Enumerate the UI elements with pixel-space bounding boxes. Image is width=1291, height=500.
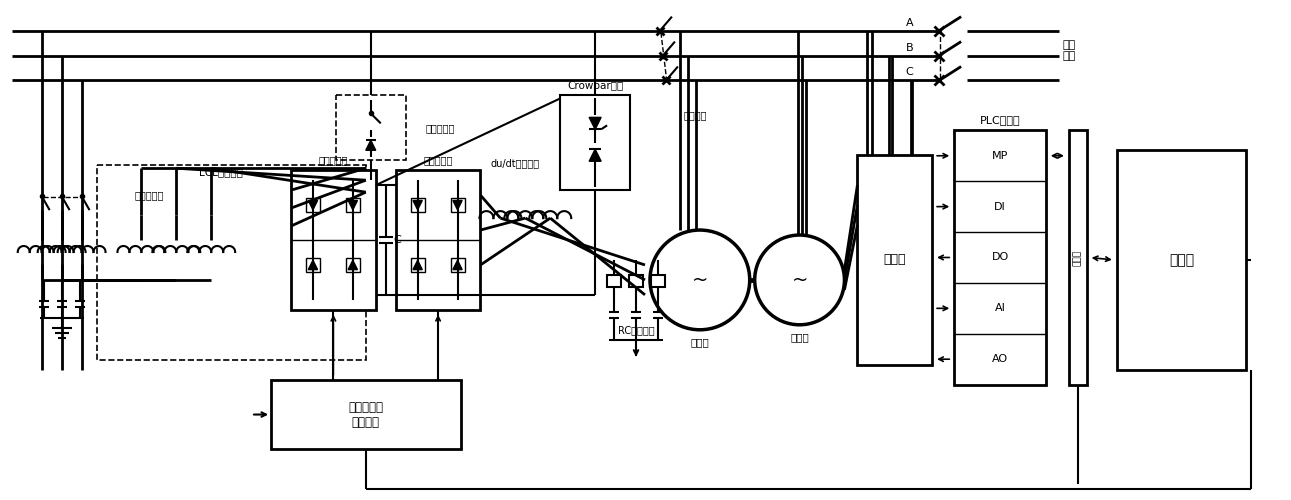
Text: 上位机: 上位机 xyxy=(1168,253,1194,267)
Bar xyxy=(607,275,621,287)
Text: AI: AI xyxy=(994,304,1006,314)
Bar xyxy=(271,380,461,450)
Text: 网侧接触器: 网侧接触器 xyxy=(134,190,164,200)
Bar xyxy=(954,130,1046,384)
Bar xyxy=(629,275,643,287)
Text: 以太网: 以太网 xyxy=(1073,250,1082,266)
Polygon shape xyxy=(309,260,318,270)
Bar xyxy=(857,156,932,364)
Text: DI: DI xyxy=(994,202,1006,211)
Text: 发电机: 发电机 xyxy=(691,336,709,346)
Text: 预充电电路: 预充电电路 xyxy=(426,123,456,133)
Text: RC滤波电路: RC滤波电路 xyxy=(617,325,655,335)
Bar xyxy=(396,170,480,310)
Text: du/dt滤波电路: du/dt滤波电路 xyxy=(491,158,540,168)
Polygon shape xyxy=(349,260,358,270)
Bar xyxy=(346,198,360,212)
Bar xyxy=(290,170,376,310)
Text: 变频器: 变频器 xyxy=(883,254,906,266)
Polygon shape xyxy=(589,118,602,130)
Text: ~: ~ xyxy=(692,270,707,289)
Text: ~: ~ xyxy=(791,270,808,289)
Text: C: C xyxy=(394,235,402,245)
Polygon shape xyxy=(453,200,462,210)
Bar xyxy=(1117,150,1246,370)
Text: 机侧变流器: 机侧变流器 xyxy=(423,155,453,165)
Text: 励磁变流器
的控制器: 励磁变流器 的控制器 xyxy=(349,400,383,428)
Bar xyxy=(651,275,665,287)
Bar xyxy=(306,198,320,212)
Bar xyxy=(560,96,630,190)
Text: 网侧变流器: 网侧变流器 xyxy=(319,155,349,165)
Text: AO: AO xyxy=(991,354,1008,364)
Polygon shape xyxy=(365,140,376,150)
Text: B: B xyxy=(905,42,913,52)
Polygon shape xyxy=(349,200,358,210)
Text: 电动机: 电动机 xyxy=(790,332,809,342)
Text: MP: MP xyxy=(991,151,1008,161)
Polygon shape xyxy=(413,260,422,270)
Text: 并网开关: 并网开关 xyxy=(683,110,706,120)
Bar xyxy=(411,198,425,212)
Bar xyxy=(451,198,465,212)
Bar xyxy=(336,96,405,160)
Bar xyxy=(346,258,360,272)
Bar xyxy=(97,165,365,360)
Text: LCL滤波电路: LCL滤波电路 xyxy=(199,167,243,177)
Text: 交流
电网: 交流 电网 xyxy=(1062,40,1075,62)
Text: C: C xyxy=(905,68,913,78)
Text: DO: DO xyxy=(991,252,1008,262)
Bar xyxy=(1069,130,1087,384)
Polygon shape xyxy=(413,200,422,210)
Bar xyxy=(411,258,425,272)
Text: Crowbar电路: Crowbar电路 xyxy=(567,80,624,90)
Bar xyxy=(451,258,465,272)
Text: PLC控制器: PLC控制器 xyxy=(980,116,1020,126)
Bar xyxy=(306,258,320,272)
Polygon shape xyxy=(589,150,602,161)
Polygon shape xyxy=(453,260,462,270)
Polygon shape xyxy=(309,200,318,210)
Text: A: A xyxy=(905,18,913,28)
